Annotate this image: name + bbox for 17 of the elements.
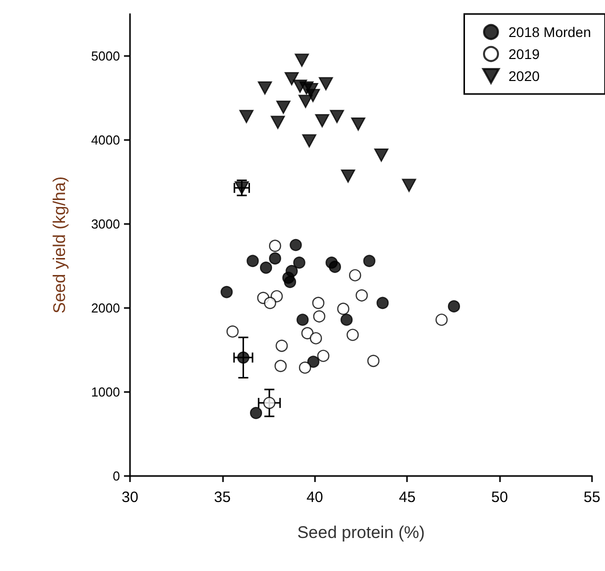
- x-axis-title: Seed protein (%): [297, 523, 425, 542]
- y-tick-label: 4000: [91, 132, 120, 148]
- y-tick-label: 3000: [91, 216, 120, 232]
- x-tick-label: 55: [584, 489, 600, 506]
- y-tick-label: 0: [112, 468, 120, 484]
- legend-label: 2018 Morden: [508, 24, 592, 40]
- legend-label: 2019: [508, 46, 540, 62]
- x-tick-label: 50: [491, 489, 508, 506]
- x-tick-label: 40: [306, 489, 324, 506]
- x-tick-label: 45: [398, 489, 416, 506]
- x-tick-label: 35: [214, 489, 231, 506]
- y-tick-label: 5000: [91, 48, 120, 64]
- y-tick-label: 1000: [91, 384, 120, 400]
- y-axis-title: Seed yield (kg/ha): [50, 176, 69, 314]
- legend-label: 2020: [508, 68, 540, 84]
- y-tick-label: 2000: [91, 300, 120, 316]
- x-tick-label: 30: [122, 489, 138, 506]
